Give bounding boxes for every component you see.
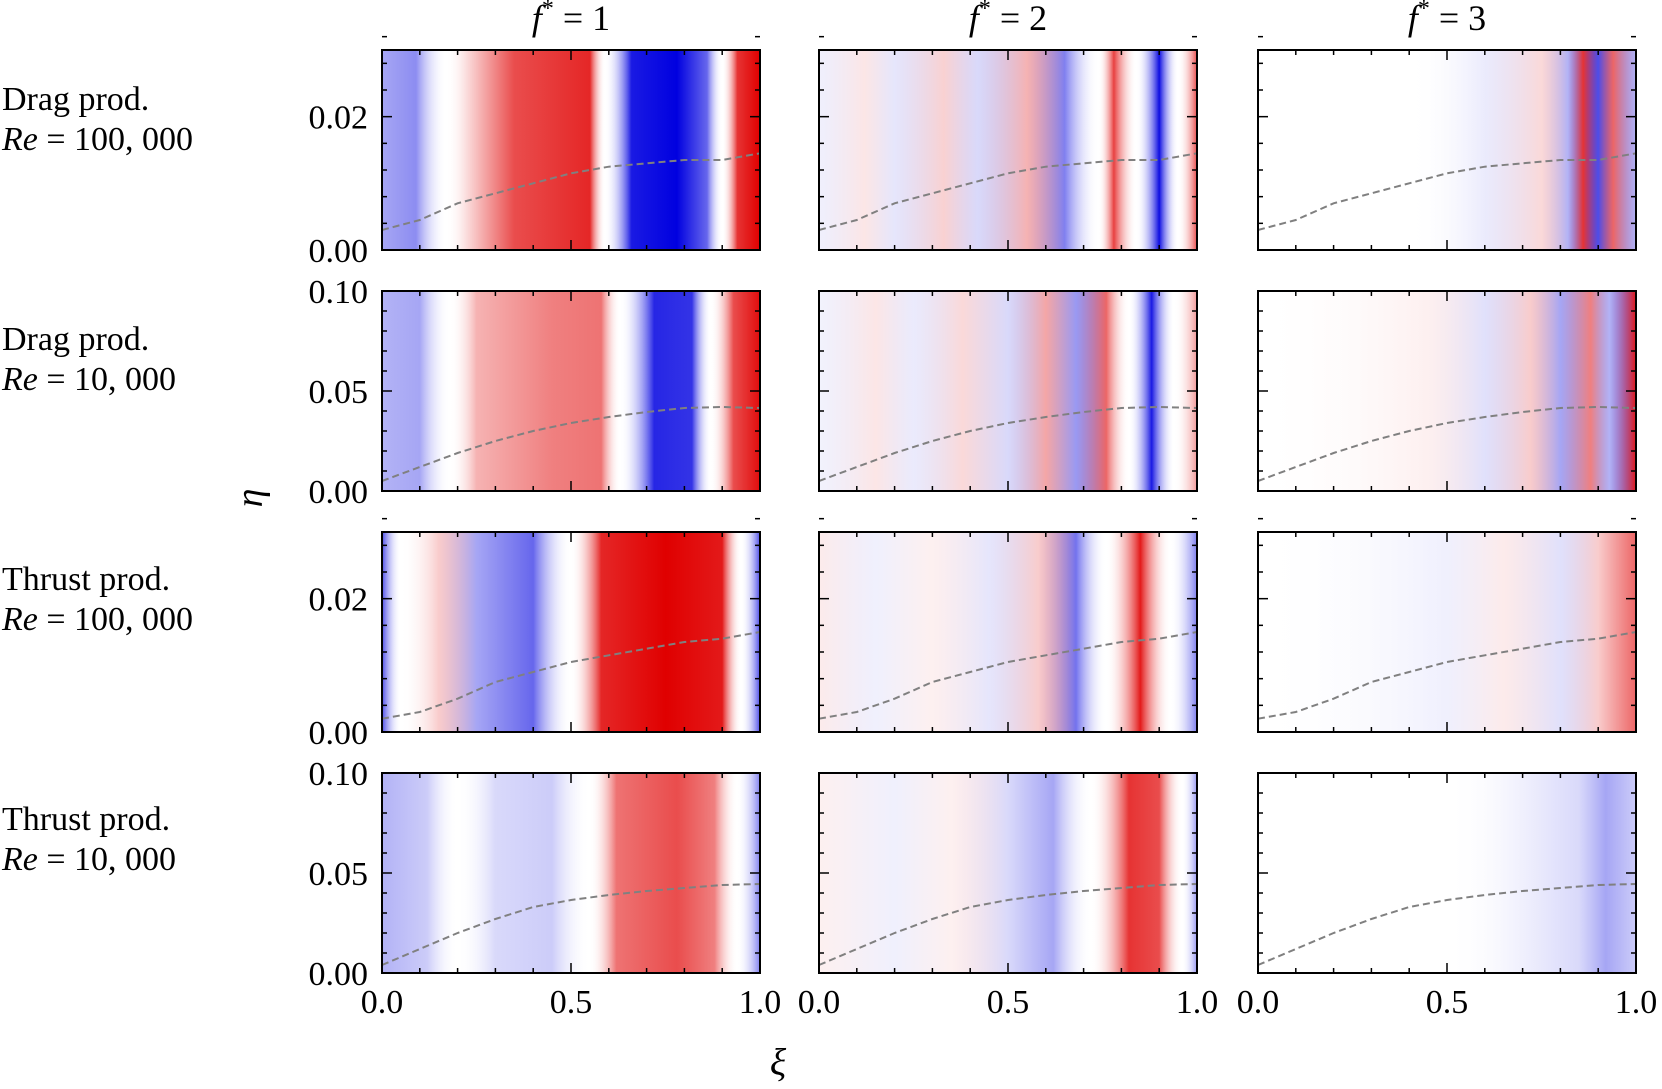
column-title-2: f* = 2 — [969, 0, 1047, 38]
panel-r4-c2 — [818, 772, 1198, 974]
row-label-1-re-value: = 100, 000 — [37, 121, 194, 158]
heatmap-field — [382, 532, 760, 732]
row-label-3-re: Re — [2, 601, 38, 638]
heatmap-field — [382, 50, 760, 250]
row-label-4: Thrust prod. Re = 10, 000 — [2, 800, 176, 880]
column-title-1: f* = 1 — [532, 0, 610, 38]
x-tick-label: 0.0 — [361, 984, 404, 1021]
x-tick-label: 0.0 — [798, 984, 841, 1021]
panel-r4-c1 — [381, 772, 761, 974]
x-tick-label: 1.0 — [739, 984, 782, 1021]
row-label-2-re-value: = 10, 000 — [37, 361, 177, 398]
y-tick-label: 0.10 — [309, 274, 369, 311]
row-label-2: Drag prod. Re = 10, 000 — [2, 320, 176, 400]
row-label-1-re: Re — [2, 121, 38, 158]
x-tick-label: 0.5 — [987, 984, 1030, 1021]
y-tick-label: 0.00 — [309, 474, 369, 511]
x-axis-label: ξ — [770, 1042, 787, 1084]
boundary-layer-curve — [818, 152, 1198, 231]
boundary-layer-curve — [1257, 631, 1637, 720]
panel-r3-c2 — [818, 517, 1198, 733]
panel-r1-c1 — [381, 35, 761, 251]
panel-r3-c1 — [381, 517, 761, 733]
y-tick-label: 0.10 — [309, 756, 369, 793]
x-tick-label: 0.0 — [1237, 984, 1280, 1021]
panel-r2-c1 — [381, 290, 761, 492]
row-label-1-title: Drag prod. — [2, 81, 150, 118]
heatmap-field — [382, 773, 760, 973]
row-label-4-title: Thrust prod. — [2, 801, 171, 838]
x-tick-label: 1.0 — [1176, 984, 1219, 1021]
boundary-layer-curve — [818, 631, 1198, 720]
panel-r1-c3 — [1257, 35, 1637, 251]
row-label-4-re-value: = 10, 000 — [37, 841, 177, 878]
boundary-layer-curve — [381, 883, 761, 966]
panel-r2-c2 — [818, 290, 1198, 492]
y-tick-label: 0.05 — [309, 374, 369, 411]
heatmap-field — [1258, 532, 1636, 732]
y-tick-label: 0.02 — [309, 100, 369, 137]
heatmap-field — [819, 50, 1197, 250]
panel-r3-c3 — [1257, 517, 1637, 733]
row-label-4-re: Re — [2, 841, 38, 878]
row-label-1: Drag prod. Re = 100, 000 — [2, 80, 193, 160]
panel-r2-c3 — [1257, 290, 1637, 492]
boundary-layer-curve — [1257, 152, 1637, 231]
boundary-layer-curve — [1257, 405, 1637, 482]
x-tick-label: 0.5 — [1426, 984, 1469, 1021]
y-tick-label: 0.00 — [309, 956, 369, 993]
x-tick-label: 0.5 — [550, 984, 593, 1021]
boundary-layer-curve — [1257, 883, 1637, 966]
panel-r1-c2 — [818, 35, 1198, 251]
heatmap-field — [819, 773, 1197, 973]
heatmap-field — [1258, 50, 1636, 250]
row-label-2-title: Drag prod. — [2, 321, 150, 358]
boundary-layer-curve — [381, 631, 761, 720]
boundary-layer-curve — [818, 883, 1198, 966]
row-label-3-title: Thrust prod. — [2, 561, 171, 598]
heatmap-field — [819, 532, 1197, 732]
boundary-layer-curve — [818, 405, 1198, 482]
boundary-layer-curve — [381, 405, 761, 482]
y-axis-label: η — [229, 489, 271, 508]
y-tick-label: 0.05 — [309, 856, 369, 893]
y-tick-label: 0.02 — [309, 582, 369, 619]
row-label-2-re: Re — [2, 361, 38, 398]
x-tick-label: 1.0 — [1615, 984, 1658, 1021]
row-label-3-re-value: = 100, 000 — [37, 601, 194, 638]
boundary-layer-curve — [381, 152, 761, 231]
y-tick-label: 0.00 — [309, 233, 369, 270]
y-tick-label: 0.00 — [309, 715, 369, 752]
heatmap-field — [1258, 773, 1636, 973]
row-label-3: Thrust prod. Re = 100, 000 — [2, 560, 193, 640]
column-title-3: f* = 3 — [1408, 0, 1486, 38]
panel-r4-c3 — [1257, 772, 1637, 974]
